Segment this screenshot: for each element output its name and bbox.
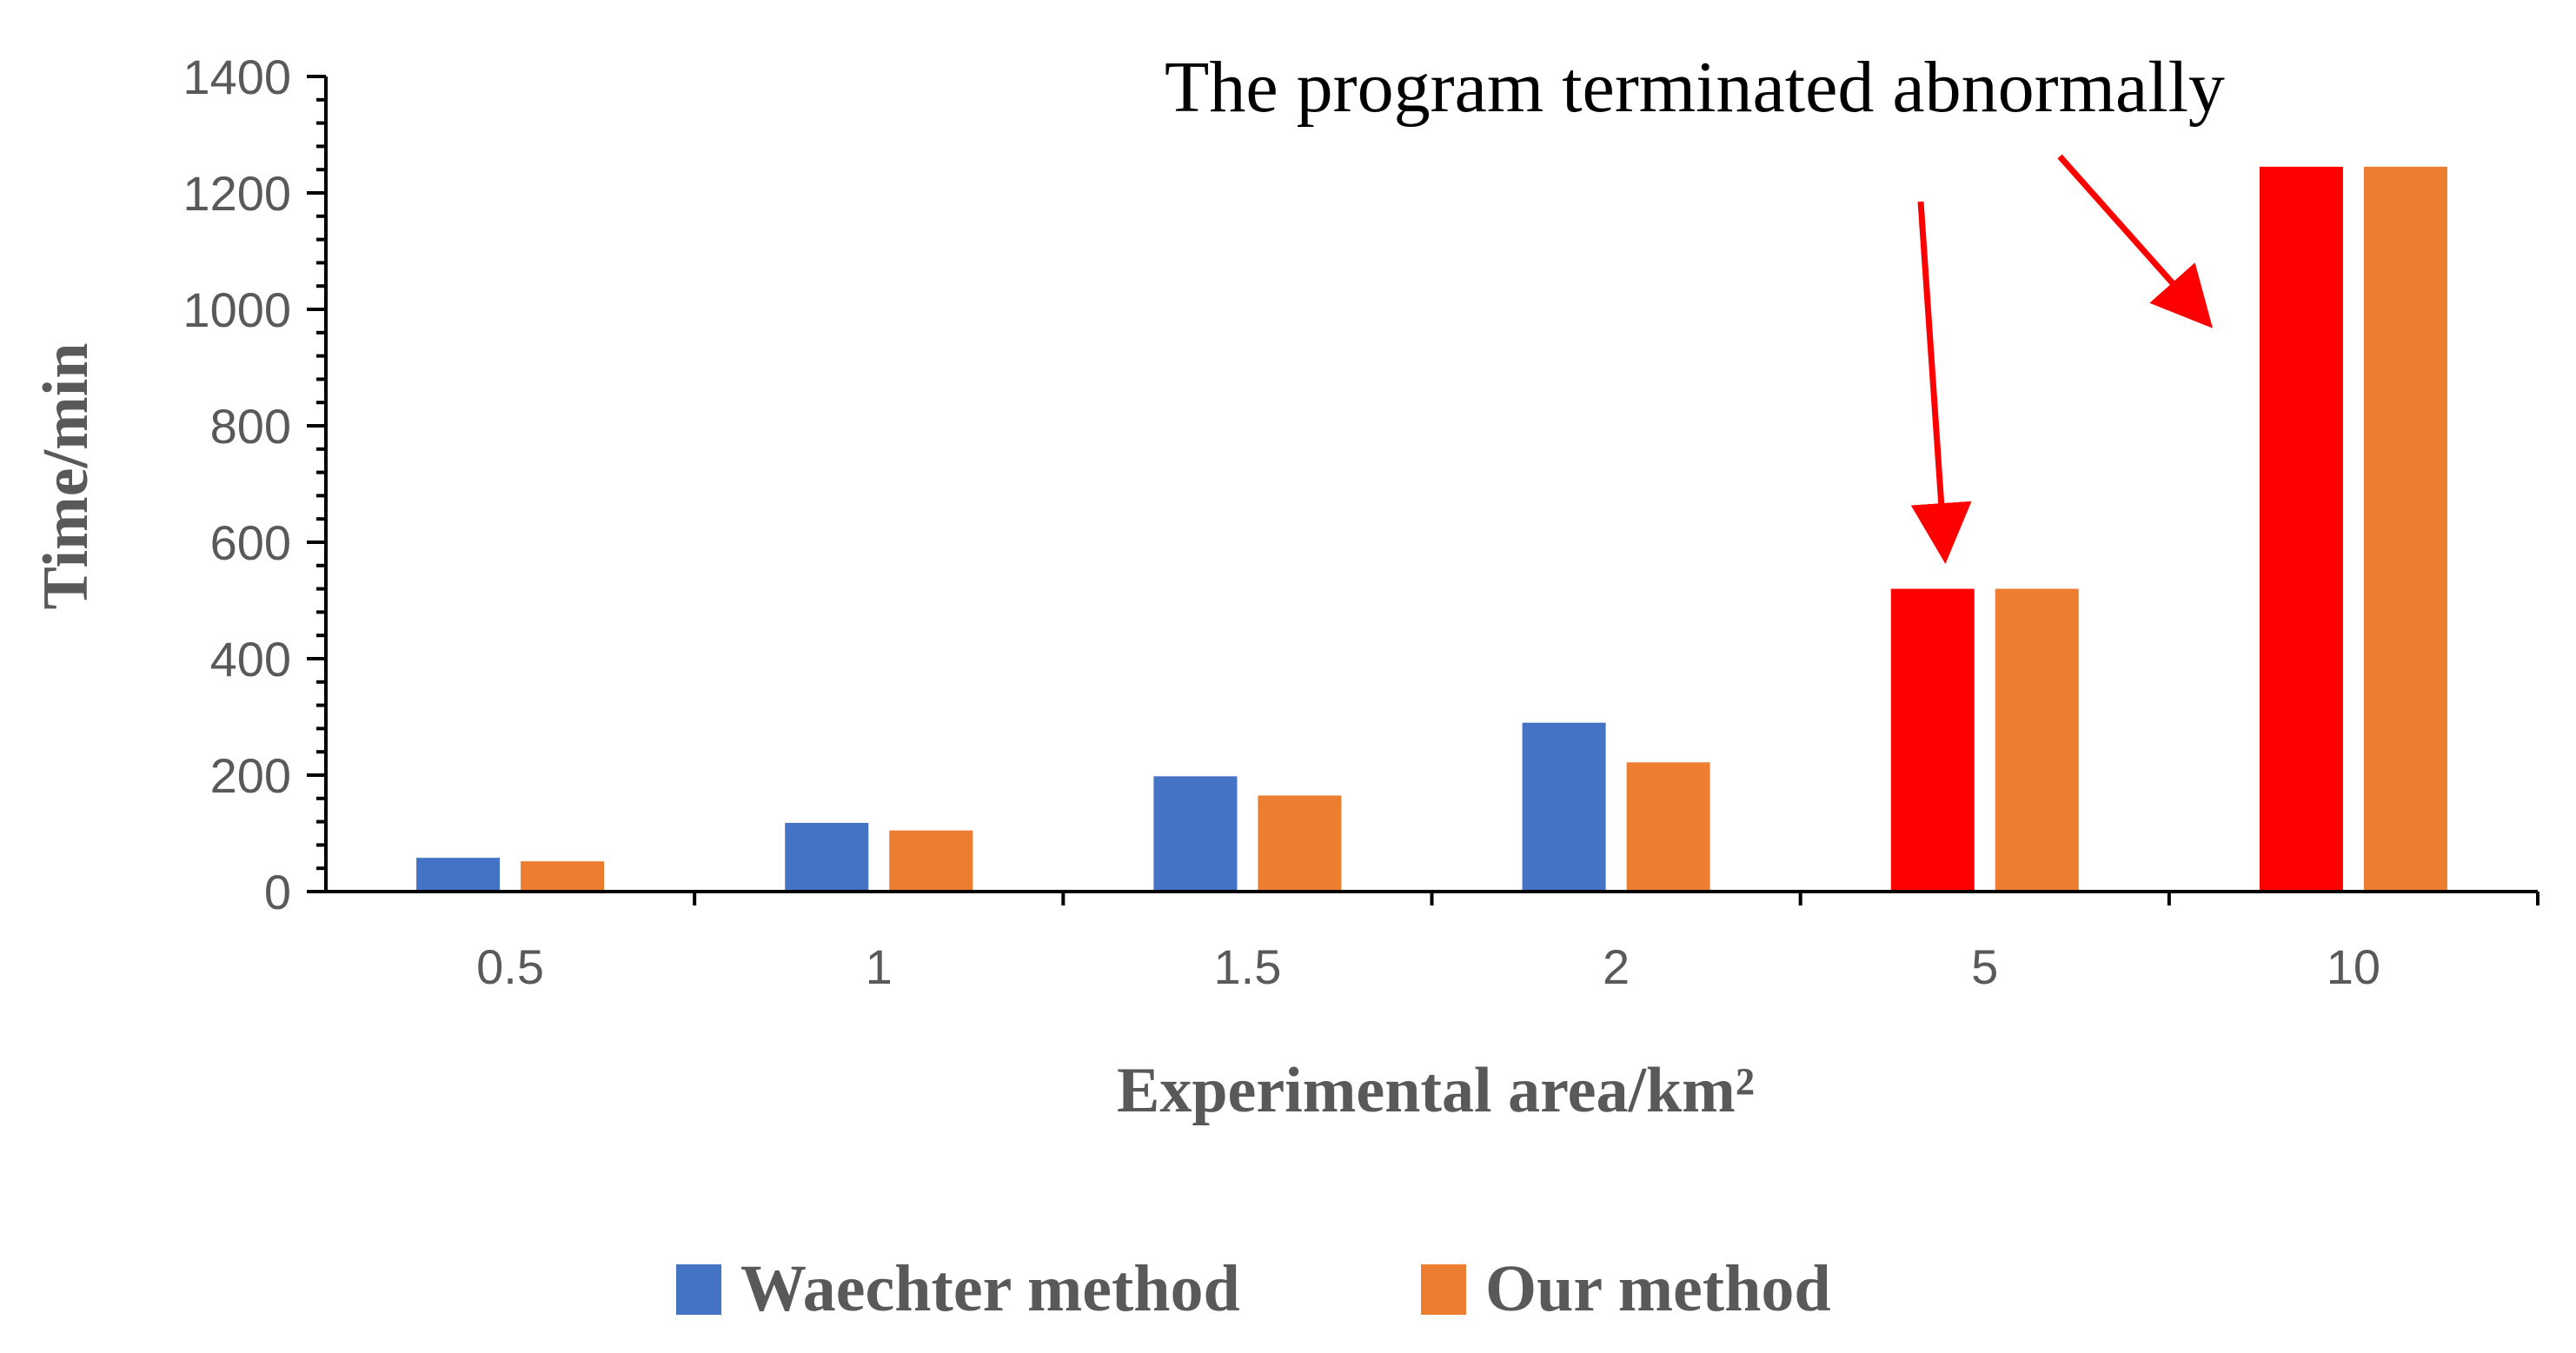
annotation-arrow-10 [2057, 154, 2213, 328]
x-tick-label-0.5: 0.5 [476, 939, 544, 994]
bar-ours-5 [1995, 588, 2079, 892]
bar-ours-10 [2363, 166, 2447, 892]
y-tick-label-1400: 1400 [183, 50, 291, 104]
y-tick-label-1200: 1200 [183, 166, 291, 221]
bar-waechter-10 [2259, 166, 2343, 892]
x-tick-label-1: 1 [866, 939, 893, 994]
y-tick-label-200: 200 [210, 748, 291, 803]
x-tick-label-5: 5 [1971, 939, 1998, 994]
legend-swatch-waechter [676, 1264, 721, 1315]
x-tick-label-10: 10 [2327, 939, 2380, 994]
bars-layer [416, 166, 2447, 892]
y-tick-label-800: 800 [210, 399, 291, 454]
x-tick-label-1.5: 1.5 [1213, 939, 1281, 994]
labels-layer: 0 200 400 600 800 1000 1200 1400 0.5 1 1.5 2 5 10 [183, 50, 2380, 994]
bar-ours-1 [889, 830, 973, 892]
y-tick-label-400: 400 [210, 632, 291, 686]
bar-waechter-1 [785, 822, 869, 892]
axes-layer [307, 75, 2539, 905]
bar-waechter-2 [1522, 722, 1606, 892]
y-axis-title: Time/min [30, 343, 102, 610]
y-tick-label-0: 0 [264, 865, 291, 919]
bar-waechter-1.5 [1153, 776, 1238, 892]
legend-label-waechter: Waechter method [740, 1252, 1240, 1325]
bar-waechter-0.5 [416, 858, 501, 892]
y-tick-label-600: 600 [210, 515, 291, 570]
annotation-arrow-5 [1910, 201, 1972, 564]
x-axis-title: Experimental area/km² [1117, 1055, 1755, 1126]
legend: Waechter method Our method [676, 1252, 1831, 1325]
bar-ours-1.5 [1258, 795, 1342, 892]
y-tick-label-1000: 1000 [183, 282, 291, 337]
bar-ours-2 [1626, 762, 1710, 892]
legend-label-ours: Our method [1485, 1252, 1831, 1325]
bar-ours-0.5 [521, 861, 605, 892]
legend-swatch-ours [1421, 1264, 1466, 1315]
x-tick-label-2: 2 [1603, 939, 1630, 994]
bar-waechter-5 [1890, 588, 1975, 892]
annotation-text: The program terminated abnormally [1165, 47, 2225, 128]
